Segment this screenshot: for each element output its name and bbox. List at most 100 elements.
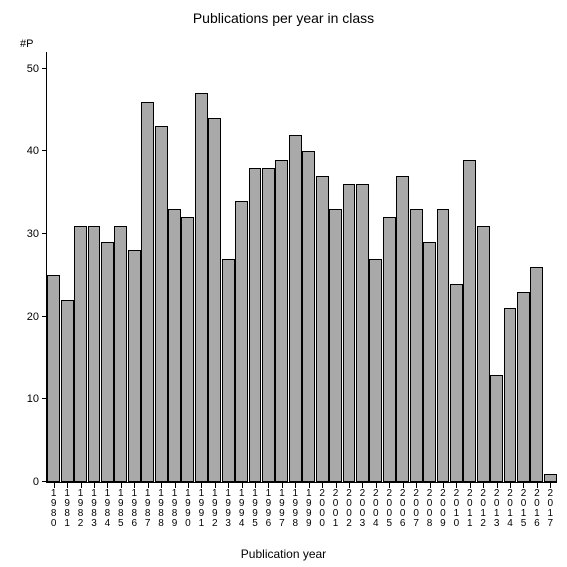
bar	[356, 184, 369, 482]
bar	[423, 242, 436, 482]
x-tick-label: 1992	[210, 489, 220, 529]
bar	[490, 375, 503, 483]
x-tick-label: 1998	[290, 489, 300, 529]
bar	[329, 209, 342, 482]
x-tick-label: 2009	[438, 489, 448, 529]
bar-slot	[87, 52, 100, 482]
bar	[47, 275, 60, 482]
bar-slot	[248, 52, 261, 482]
bar	[61, 300, 74, 482]
bar-slot	[436, 52, 449, 482]
bar-slot	[450, 52, 463, 482]
plot-area: 01020304050 1980198119821983198419851986…	[46, 52, 557, 483]
bar-slot	[396, 52, 409, 482]
bar-slot	[114, 52, 127, 482]
bar	[289, 135, 302, 482]
bars-container	[47, 52, 557, 482]
bar	[128, 250, 141, 482]
bar	[544, 474, 557, 482]
x-tick-label: 2005	[384, 489, 394, 529]
x-tick-label: 1990	[183, 489, 193, 529]
bar-slot	[74, 52, 87, 482]
x-tick-label: 2000	[317, 489, 327, 529]
bar	[410, 209, 423, 482]
bar	[222, 259, 235, 482]
x-tick-label: 1996	[263, 489, 273, 529]
bar	[208, 118, 221, 482]
bar-slot	[503, 52, 516, 482]
bar	[275, 160, 288, 483]
x-tick-label: 2007	[411, 489, 421, 529]
bar-slot	[128, 52, 141, 482]
bar	[477, 226, 490, 482]
bar-slot	[342, 52, 355, 482]
bar	[181, 217, 194, 482]
bar-slot	[181, 52, 194, 482]
bar	[101, 242, 114, 482]
bar	[369, 259, 382, 482]
y-tick-label: 0	[33, 476, 47, 488]
bar-slot	[463, 52, 476, 482]
bar-slot	[490, 52, 503, 482]
bar	[235, 201, 248, 482]
bar-slot	[47, 52, 60, 482]
x-tick-label: 2017	[545, 489, 555, 529]
bar-slot	[544, 52, 557, 482]
y-tick-label: 40	[27, 145, 47, 157]
bar-slot	[154, 52, 167, 482]
bar	[450, 284, 463, 482]
x-tick-label: 1983	[89, 489, 99, 529]
bar	[168, 209, 181, 482]
x-tick-label: 2011	[465, 489, 475, 529]
bar-slot	[221, 52, 234, 482]
x-tick-label: 2016	[532, 489, 542, 529]
x-tick-label: 1980	[49, 489, 59, 529]
bar	[383, 217, 396, 482]
x-tick-label: 2001	[331, 489, 341, 529]
x-tick-label: 1995	[250, 489, 260, 529]
bar	[141, 102, 154, 482]
bar	[114, 226, 127, 482]
bar	[396, 176, 409, 482]
bar	[463, 160, 476, 483]
x-tick-label: 1987	[143, 489, 153, 529]
y-tick-label: 10	[27, 393, 47, 405]
bar-slot	[235, 52, 248, 482]
x-tick-label: 2015	[518, 489, 528, 529]
bar	[504, 308, 517, 482]
bar	[249, 168, 262, 482]
bar-slot	[369, 52, 382, 482]
x-tick-label: 1988	[156, 489, 166, 529]
bar	[262, 168, 275, 482]
bar	[343, 184, 356, 482]
x-tick-label: 2006	[398, 489, 408, 529]
bar-slot	[423, 52, 436, 482]
bar-slot	[275, 52, 288, 482]
bar-slot	[329, 52, 342, 482]
bar	[74, 226, 87, 482]
x-tick-label: 2002	[344, 489, 354, 529]
x-tick-label: 1997	[277, 489, 287, 529]
bar	[316, 176, 329, 482]
y-tick-label: 50	[27, 63, 47, 75]
bar-slot	[409, 52, 422, 482]
bar-slot	[195, 52, 208, 482]
bar-slot	[168, 52, 181, 482]
bar-slot	[302, 52, 315, 482]
x-tick-label: 1991	[196, 489, 206, 529]
bar	[155, 126, 168, 482]
bar-slot	[60, 52, 73, 482]
bar	[437, 209, 450, 482]
bar-slot	[208, 52, 221, 482]
bar-slot	[141, 52, 154, 482]
y-tick-label: 30	[27, 228, 47, 240]
bar-slot	[101, 52, 114, 482]
x-tick-label: 1982	[76, 489, 86, 529]
bar-slot	[530, 52, 543, 482]
bar	[195, 93, 208, 482]
x-tick-label: 2004	[371, 489, 381, 529]
x-tick-label: 1993	[223, 489, 233, 529]
x-tick-label: 2010	[451, 489, 461, 529]
x-tick-label: 2014	[505, 489, 515, 529]
x-axis-label: Publication year	[0, 547, 567, 561]
